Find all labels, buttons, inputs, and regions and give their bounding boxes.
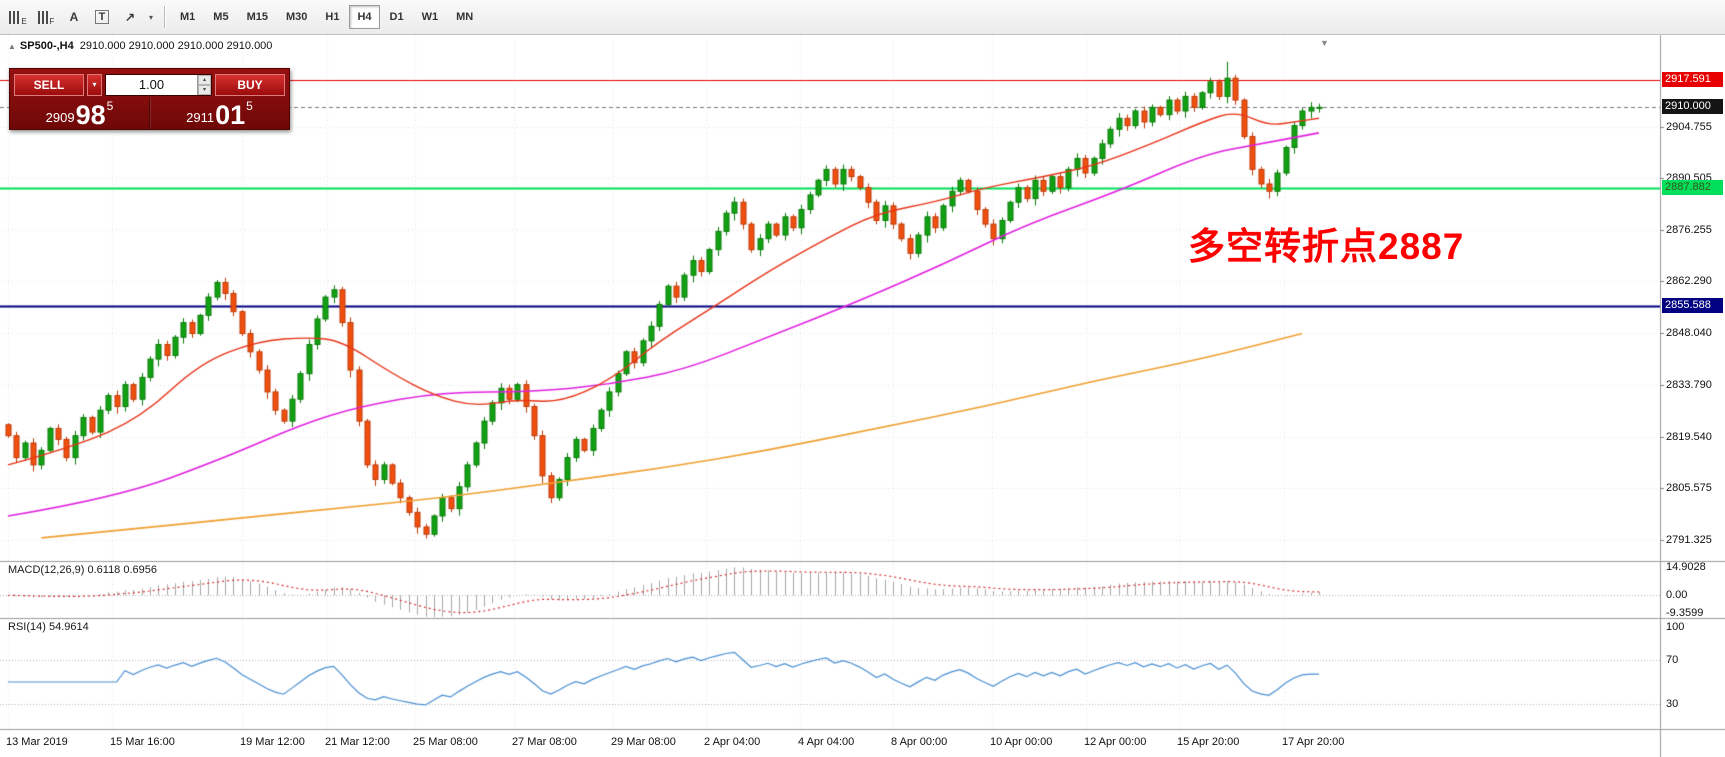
time-axis-label: 2 Apr 04:00 [704,736,761,748]
buy-price-big: 01 [215,100,246,130]
macd-scale-label: 0.00 [1666,589,1688,601]
timeframe-button-mn[interactable]: MN [456,11,474,23]
price-level-badge: 2887.882 [1662,180,1723,195]
time-axis-label: 25 Mar 08:00 [413,736,478,748]
font-tool-button[interactable]: A [69,10,79,24]
time-axis-label: 21 Mar 12:00 [325,736,390,748]
timeframe-button-h4[interactable]: H4 [349,5,380,29]
timeframe-button-m1[interactable]: M1 [180,11,196,23]
time-axis-label: 4 Apr 04:00 [798,736,855,748]
toolbar-icon-group: E F A T ↗ ▾ [5,4,157,30]
macd-scale-label: -9.3599 [1666,607,1704,619]
buy-button[interactable]: BUY [215,73,285,96]
chart-profile-f-button[interactable]: F [33,4,59,30]
time-axis-label: 10 Apr 00:00 [990,736,1053,748]
price-tick-label: 2904.755 [1666,121,1712,133]
rsi-scale-label: 70 [1666,654,1679,666]
chart-template-e-button[interactable]: E [5,4,31,30]
volume-spinner: ▴ ▾ [197,74,211,95]
price-tick-label: 2862.290 [1666,275,1712,287]
price-tick-label: 2833.790 [1666,379,1712,391]
buy-price[interactable]: 2911 01 5 [150,98,289,129]
price-shift-marker-icon[interactable]: ▼ [1320,38,1329,48]
price-level-badge: 2855.588 [1662,298,1723,313]
volume-input[interactable] [106,74,197,95]
buy-price-sup: 5 [246,99,253,113]
price-level-badge: 2910.000 [1662,99,1723,114]
volume-decrease-button[interactable]: ▾ [198,84,211,95]
rsi-indicator-label: RSI(14) 54.9614 [8,621,89,633]
time-axis-label: 27 Mar 08:00 [512,736,577,748]
timeframe-button-h1[interactable]: H1 [325,11,340,23]
volume-field: ▴ ▾ [105,73,212,96]
price-level-badge: 2917.591 [1662,72,1723,87]
volume-increase-button[interactable]: ▴ [198,74,211,85]
crosshair-dropdown-button[interactable]: ▾ [149,12,154,22]
mini-chart-icon [37,10,49,24]
mini-chart-icon [9,10,21,24]
timeframe-button-m15[interactable]: M15 [246,11,268,23]
price-tick-label: 2805.575 [1666,482,1712,494]
toolbar-separator [164,6,166,28]
macd-indicator-label: MACD(12,26,9) 0.6118 0.6956 [8,564,157,576]
rsi-scale-label: 30 [1666,698,1679,710]
timeframe-button-w1[interactable]: W1 [421,11,439,23]
timeframe-button-m5[interactable]: M5 [213,11,229,23]
sell-price[interactable]: 2909 98 5 [10,98,150,129]
time-axis-label: 17 Apr 20:00 [1282,736,1345,748]
symbol-period-label: SP500-,H4 [19,40,74,52]
time-axis-label: 29 Mar 08:00 [611,736,676,748]
time-axis-label: 12 Apr 00:00 [1084,736,1147,748]
chart-annotation-text: 多空转折点2887 [1188,226,1465,267]
chart-title-bar: ▲ SP500-,H4 2910.000 2910.000 2910.000 291… [8,40,272,52]
crosshair-tool-button[interactable]: ↗ [124,10,136,24]
time-axis-label: 15 Mar 16:00 [110,736,175,748]
sell-price-sup: 5 [106,99,114,113]
price-tick-label: 2876.255 [1666,224,1712,236]
one-click-trading-panel: SELL ▾ ▴ ▾ BUY 2909 98 5 2911 01 5 [9,68,290,130]
price-tick-label: 2791.325 [1666,534,1712,546]
ohlc-values-label: 2910.000 2910.000 2910.000 2910.000 [79,40,273,52]
timeframe-button-group: M1 M5 M15 M30 H1 H4 D1 W1 MN [172,5,481,29]
time-axis-label: 13 Mar 2019 [6,736,68,748]
text-tool-button[interactable]: T [89,4,115,30]
time-axis-label: 19 Mar 12:00 [240,736,305,748]
sell-price-big: 98 [75,100,106,130]
macd-scale-label: 14.9028 [1666,561,1706,573]
price-tick-label: 2819.540 [1666,431,1712,443]
sell-price-small: 2909 [45,110,75,125]
time-axis-label: 15 Apr 20:00 [1177,736,1240,748]
one-click-collapse-icon[interactable]: ▲ [8,42,16,51]
toolbar: E F A T ↗ ▾ M1 M5 M15 M30 H1 H4 D1 W1 MN [0,0,1725,35]
buy-price-small: 2911 [186,110,215,125]
sell-dropdown-button[interactable]: ▾ [87,73,102,96]
timeframe-button-m30[interactable]: M30 [285,11,308,23]
price-tick-label: 2848.040 [1666,327,1712,339]
sell-button[interactable]: SELL [14,73,84,96]
rsi-scale-label: 100 [1666,621,1685,633]
time-axis-label: 8 Apr 00:00 [891,736,948,748]
timeframe-button-d1[interactable]: D1 [389,11,404,23]
